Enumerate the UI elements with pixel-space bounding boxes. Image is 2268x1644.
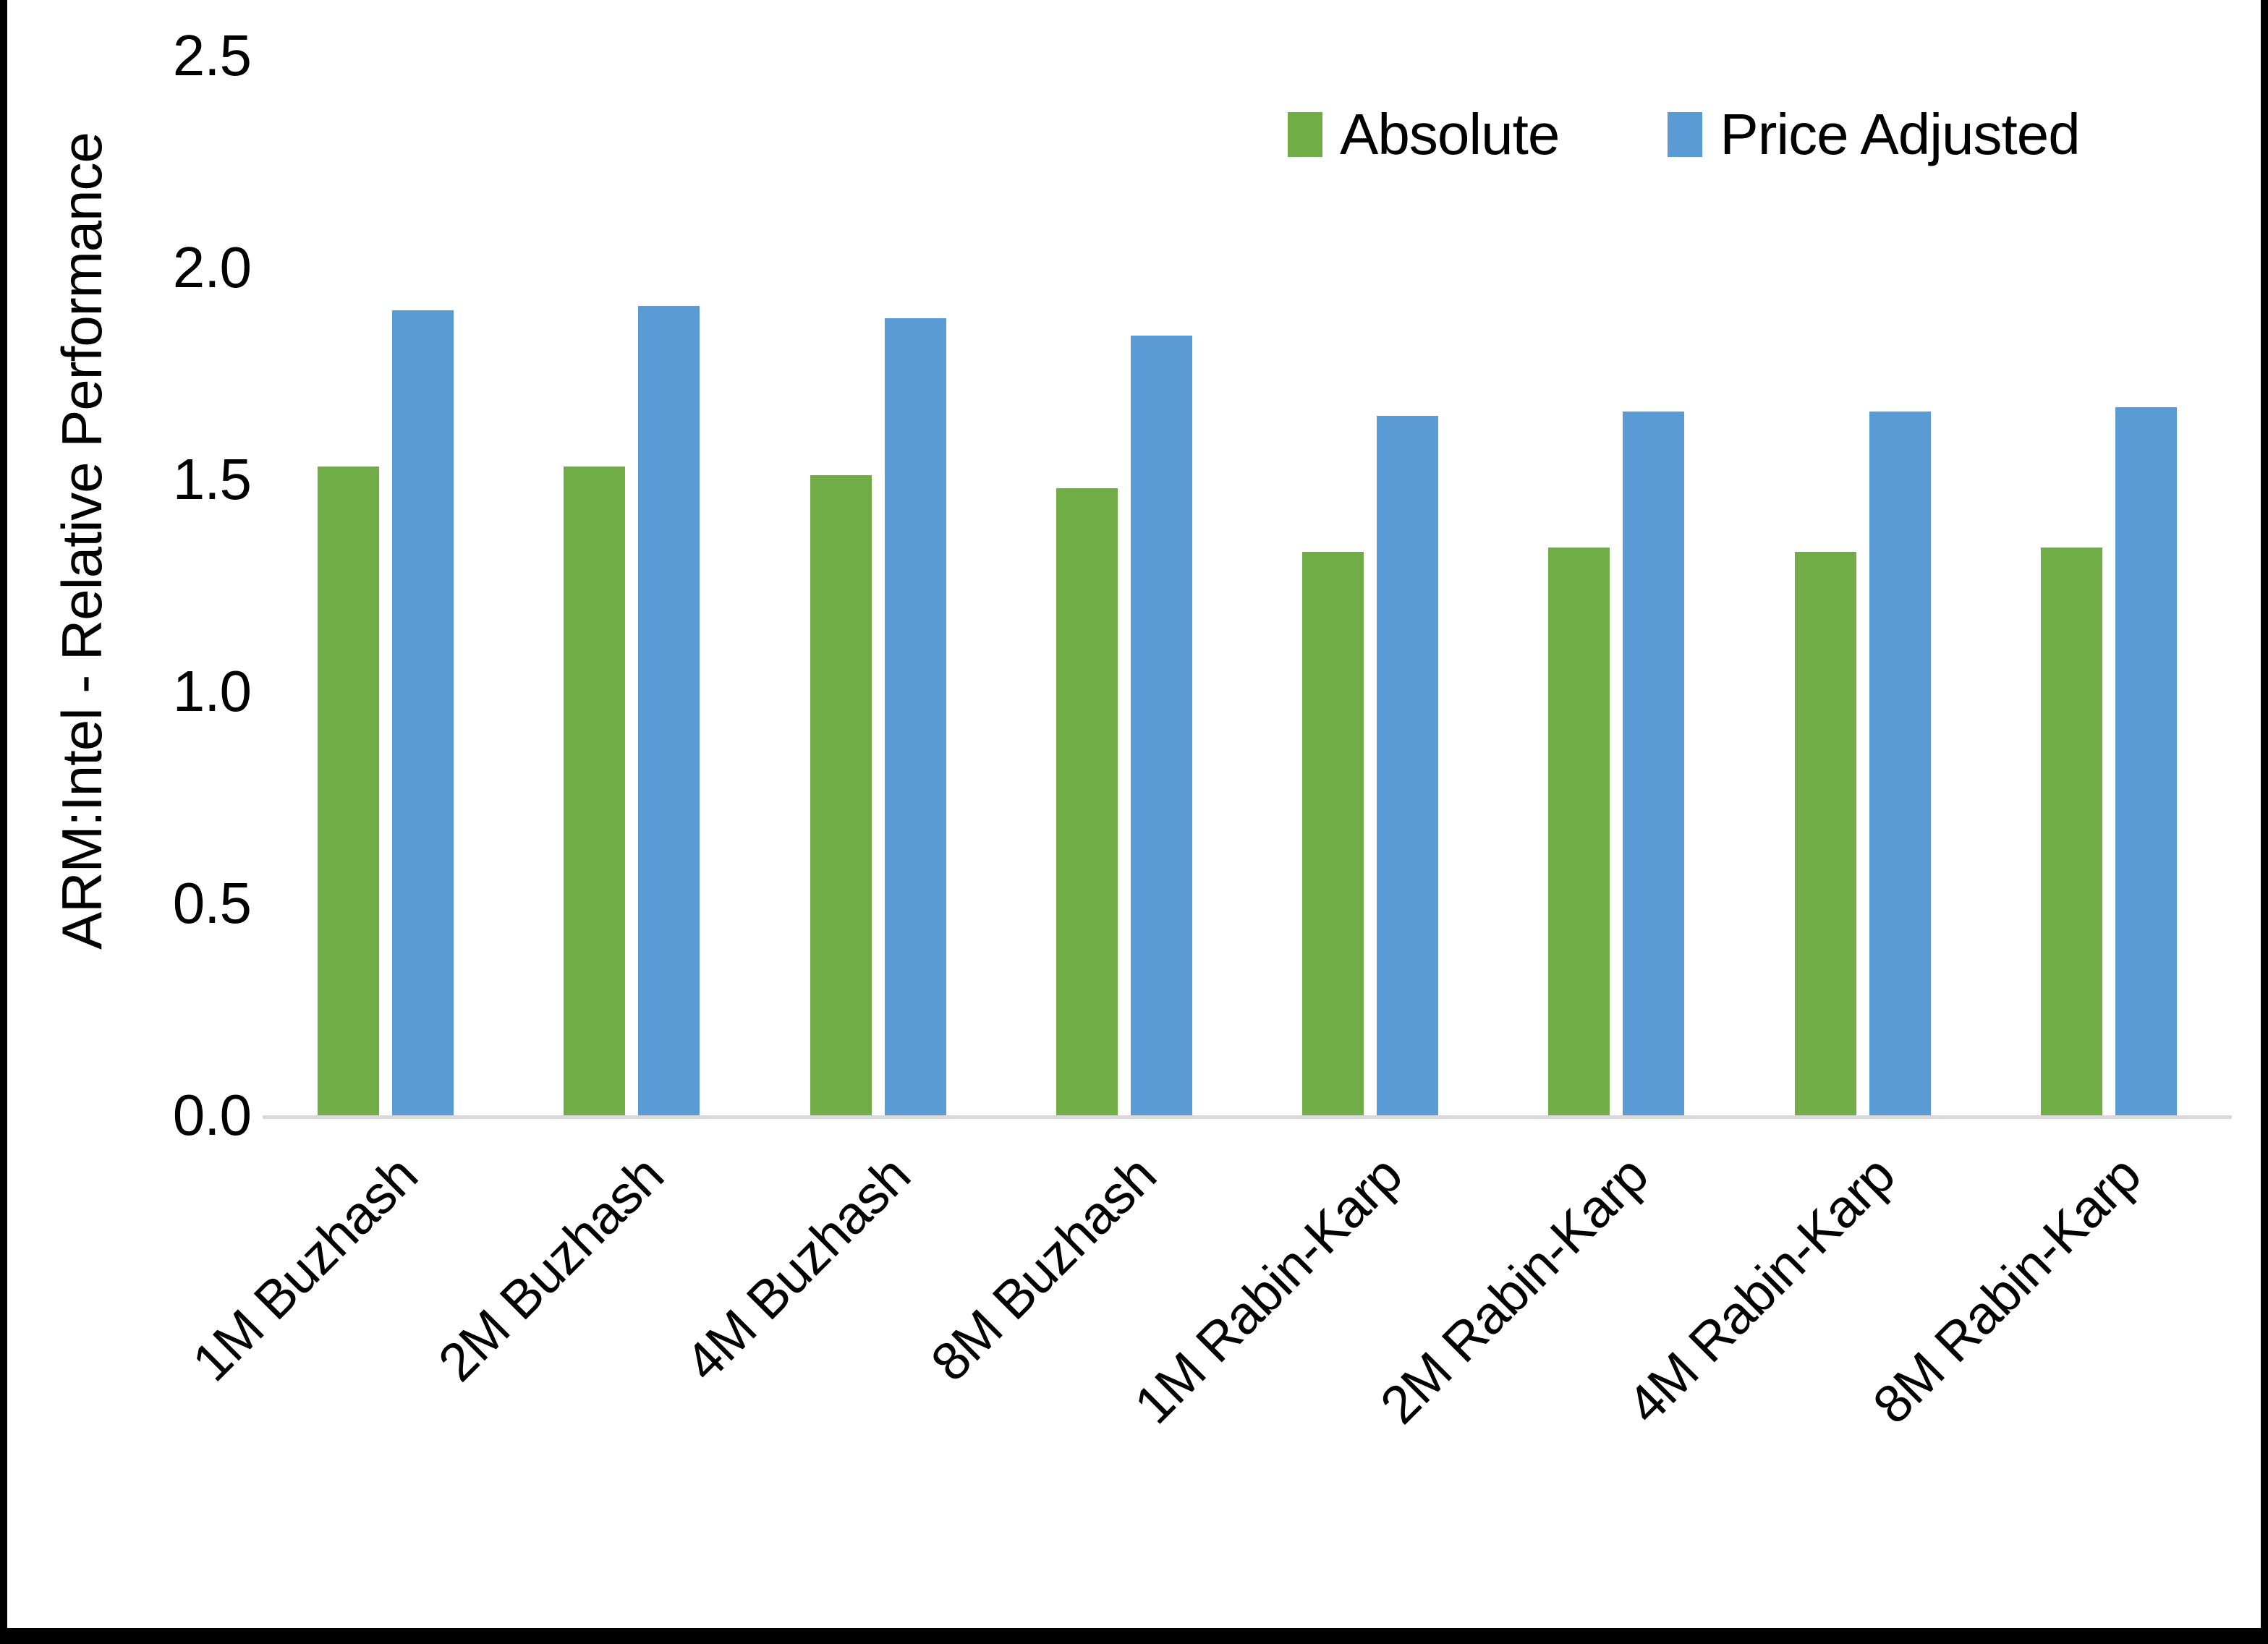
bar-price-adjusted[interactable] <box>1377 416 1439 1115</box>
x-axis-tick-labels: 1M Buzhash 2M Buzhash 4M Buzhash 8M Buzhash… <box>181 1115 2232 1549</box>
y-axis-title: ARM:Intel - Relative Performance <box>49 132 114 950</box>
bar-group <box>263 56 509 1115</box>
legend-label: Price Adjusted <box>1720 102 2080 166</box>
legend-label: Absolute <box>1340 102 1560 166</box>
bar-group <box>1493 56 1739 1115</box>
x-axis-tick-slot: 8M Rabin-Karp <box>1861 1115 2232 1549</box>
bar-price-adjusted[interactable] <box>1130 335 1192 1115</box>
bar-price-adjusted[interactable] <box>638 305 700 1115</box>
bar-absolute[interactable] <box>564 467 626 1115</box>
legend-swatch-icon <box>1668 112 1703 157</box>
bar-absolute[interactable] <box>318 467 380 1115</box>
bar-absolute[interactable] <box>1056 487 1118 1115</box>
legend-entry[interactable]: Price Adjusted <box>1668 101 2081 168</box>
bar-group <box>1986 56 2232 1115</box>
bars-layer <box>263 56 2232 1115</box>
y-axis-tick-label: 0.5 <box>172 871 252 935</box>
y-axis-tick-labels: 2.5 2.0 1.5 1.0 0.5 0.0 <box>116 0 257 1172</box>
x-axis-tick-label: 1M Buzhash <box>181 1144 429 1393</box>
y-axis-tick-label: 1.0 <box>172 659 252 723</box>
bar-group <box>1740 56 1986 1115</box>
legend-swatch-icon <box>1288 112 1322 157</box>
y-axis-tick-label: 1.5 <box>172 447 252 511</box>
x-axis-line <box>263 1115 2232 1119</box>
plot-area <box>263 56 2232 1119</box>
bar-price-adjusted[interactable] <box>884 318 946 1115</box>
bar-absolute[interactable] <box>1794 551 1856 1115</box>
bar-absolute[interactable] <box>810 475 872 1115</box>
y-axis-tick-label: 2.5 <box>172 23 252 88</box>
bar-group <box>1247 56 1493 1115</box>
y-axis-tick-label: 2.0 <box>172 235 252 299</box>
bar-absolute[interactable] <box>1302 551 1364 1115</box>
chart-legend: Absolute Price Adjusted <box>1288 101 2081 168</box>
bar-price-adjusted[interactable] <box>1623 412 1685 1115</box>
bar-price-adjusted[interactable] <box>2115 407 2177 1115</box>
bar-absolute[interactable] <box>2040 547 2102 1115</box>
y-axis-tick-label: 0.0 <box>172 1083 252 1147</box>
bar-group <box>509 56 755 1115</box>
bar-group <box>755 56 1001 1115</box>
bar-group <box>1001 56 1247 1115</box>
legend-entry[interactable]: Absolute <box>1288 101 1560 168</box>
bar-price-adjusted[interactable] <box>1869 412 1931 1115</box>
bar-absolute[interactable] <box>1548 547 1610 1115</box>
bar-price-adjusted[interactable] <box>392 310 454 1115</box>
